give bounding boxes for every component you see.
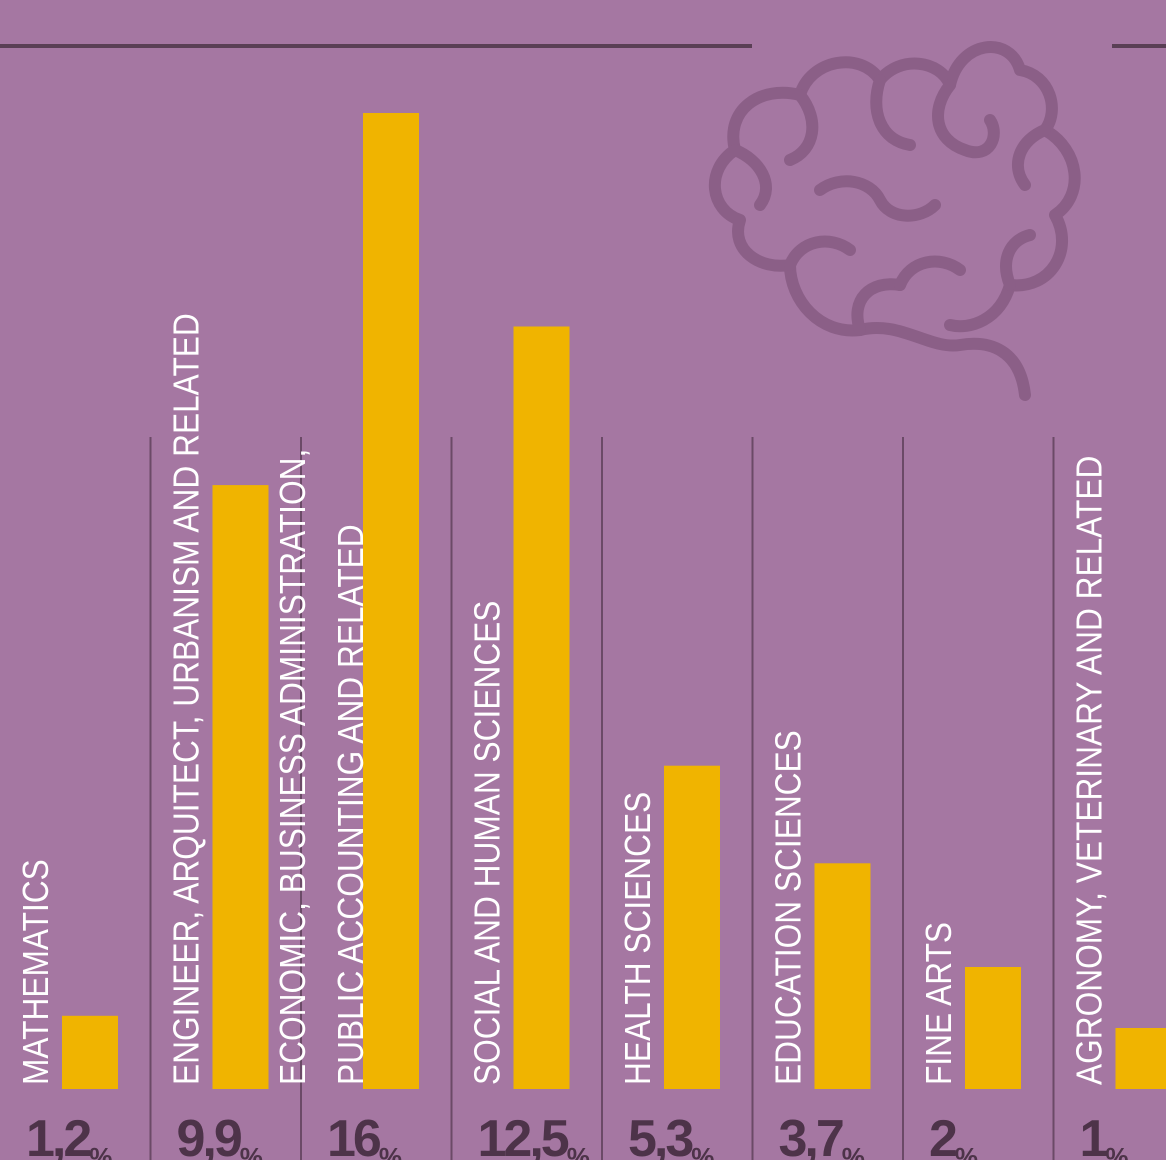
bar: [815, 863, 871, 1089]
value-number: 2: [929, 1110, 956, 1160]
category-label: MATHEMATICS: [16, 859, 56, 1085]
bar: [62, 1016, 118, 1089]
category-label: SOCIAL AND HUMAN SCIENCES: [468, 601, 508, 1085]
value-number: 16: [327, 1110, 381, 1160]
bar: [965, 967, 1021, 1089]
value-number: 1,2: [26, 1110, 90, 1160]
bar: [213, 485, 269, 1089]
value-unit: %: [379, 1142, 402, 1160]
value-unit: %: [842, 1142, 865, 1160]
value-unit: %: [240, 1142, 263, 1160]
value-unit: %: [955, 1142, 978, 1160]
category-label: AGRONOMY, VETERINARY AND RELATED: [1070, 456, 1110, 1085]
value-unit: %: [89, 1142, 112, 1160]
category-label: FINE ARTS: [919, 922, 959, 1085]
value-unit: %: [567, 1142, 590, 1160]
bar: [664, 766, 720, 1089]
value-unit: %: [1105, 1142, 1128, 1160]
value-number: 9,9: [177, 1110, 241, 1160]
category-label: HEALTH SCIENCES: [618, 792, 658, 1085]
category-label: ENGINEER, ARQUITECT, URBANISM AND RELATE…: [167, 313, 207, 1085]
value-unit: %: [691, 1142, 714, 1160]
category-label: ECONOMIC, BUSINESS ADMINISTRATION,: [273, 449, 313, 1085]
category-label: EDUCATION SCIENCES: [769, 730, 809, 1085]
category-label: PUBLIC ACCOUNTING AND RELATED: [331, 524, 371, 1085]
value-number: 12,5: [478, 1110, 569, 1160]
value-number: 3,7: [779, 1110, 843, 1160]
value-number: 5,3: [628, 1110, 693, 1160]
value-number: 1: [1080, 1110, 1108, 1160]
chart: MATHEMATICS 1,2% ENGINEER, ARQUITECT, URBA…: [0, 0, 1166, 1160]
bar: [514, 327, 570, 1090]
bar: [1116, 1028, 1166, 1089]
